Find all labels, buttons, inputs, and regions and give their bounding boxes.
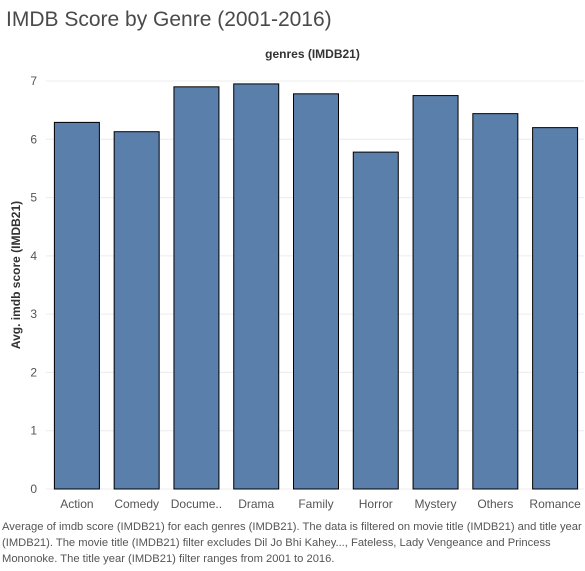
- y-tick-label: 3: [30, 307, 37, 321]
- x-tick-label: Horror: [359, 497, 393, 511]
- bar-family[interactable]: [293, 93, 339, 490]
- column-header: genres (IMDB21): [265, 47, 360, 61]
- y-tick-label: 4: [30, 249, 37, 263]
- bar-action[interactable]: [53, 121, 100, 490]
- bar-mystery[interactable]: [412, 95, 459, 490]
- chart-caption: Average of imdb score (IMDB21) for each …: [2, 521, 582, 565]
- bar-docume[interactable]: [173, 86, 220, 490]
- y-axis-label: Avg. imdb score (IMDB21): [9, 201, 23, 349]
- y-tick-label: 6: [30, 132, 37, 146]
- x-tick-label: Others: [477, 497, 513, 511]
- x-tick-label: Romance: [529, 497, 581, 511]
- y-tick-label: 2: [30, 365, 37, 379]
- bar-chart: 0 1 2 3 4 5 6 7 Action Comedy Docume.. Drama Family…: [9, 74, 584, 511]
- x-tick-label: Docume..: [171, 497, 222, 511]
- chart-title: IMDB Score by Genre (2001-2016): [6, 8, 332, 31]
- x-tick-label: Mystery: [415, 497, 457, 511]
- x-tick-label: Comedy: [114, 497, 159, 511]
- bar-drama[interactable]: [233, 83, 280, 490]
- bar-horror[interactable]: [352, 151, 399, 490]
- y-tick-label: 1: [30, 424, 37, 438]
- y-tick-label: 7: [30, 74, 37, 88]
- x-tick-label: Drama: [238, 497, 274, 511]
- bar-comedy[interactable]: [113, 131, 160, 490]
- x-tick-label: Family: [298, 497, 333, 511]
- bar-others[interactable]: [472, 113, 519, 490]
- bar-romance[interactable]: [532, 127, 579, 490]
- y-tick-label: 5: [30, 191, 37, 205]
- x-tick-label: Action: [60, 497, 93, 511]
- y-tick-label: 0: [30, 482, 37, 496]
